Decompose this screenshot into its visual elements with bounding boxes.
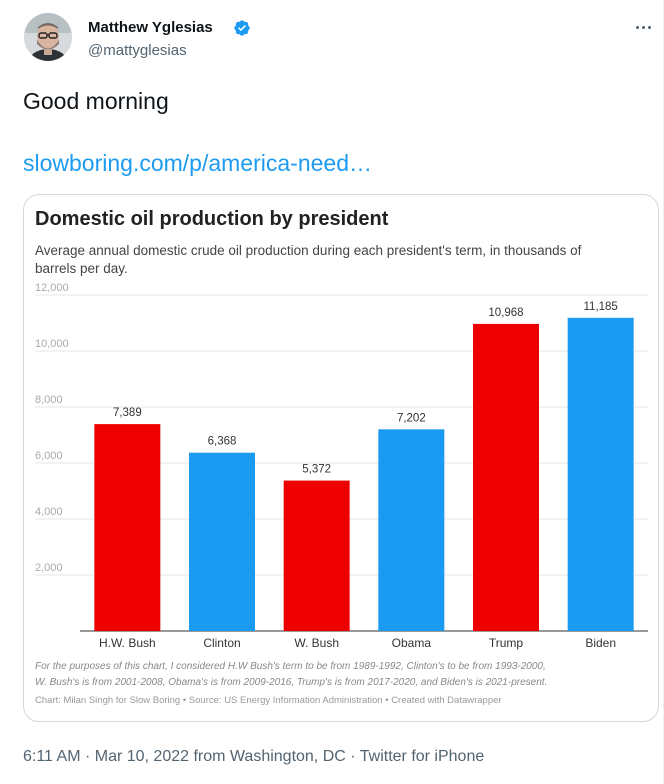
author-name[interactable]: Matthew Yglesias [88,19,213,36]
tweet-text: Good morning [23,88,169,114]
y-tick-label: 2,000 [35,562,63,574]
tweet-source[interactable]: Twitter for iPhone [359,748,485,765]
more-horizontal-icon[interactable] [632,16,654,38]
author-handle[interactable]: @mattyglesias [88,42,187,59]
y-tick-label: 8,000 [35,394,63,406]
chart-subtitle-line-2: barrels per day. [35,261,128,276]
y-tick-label: 6,000 [35,450,63,462]
bar-value-label: 7,389 [113,407,142,419]
chart-note-line-1: For the purposes of this chart, I consid… [35,661,546,672]
bar [189,452,255,631]
tweet-date-location[interactable]: Mar 10, 2022 from Washington, DC [94,748,346,765]
x-category-label: Obama [392,636,432,650]
bar [567,317,634,631]
bar [283,480,350,631]
bar-value-label: 6,368 [208,436,237,448]
x-category-label: Trump [489,636,524,650]
bar [94,424,161,631]
avatar[interactable] [24,13,72,61]
separator: · [345,748,360,765]
tweet-time[interactable]: 6:11 AM [23,748,81,765]
chart-subtitle-line-1: Average annual domestic crude oil produc… [35,243,582,258]
bar-value-label: 7,202 [397,412,426,424]
x-category-label: Biden [585,636,616,650]
tweet-timestamp-row: 6:11 AM · Mar 10, 2022 from Washington, … [23,748,484,766]
y-tick-label: 12,000 [35,282,69,294]
x-category-label: Clinton [203,636,240,650]
y-tick-label: 10,000 [35,338,69,350]
bar-value-label: 10,968 [488,307,523,319]
bar-value-label: 5,372 [302,464,331,476]
bar-chart: Domestic oil production by president Ave… [35,208,648,706]
chart-plot-area: 2,000 4,000 6,000 8,000 10,000 12,000 7,389 H.W… [35,282,648,650]
chart-credit: Chart: Milan Singh for Slow Boring • Sou… [35,695,502,706]
x-category-label: W. Bush [294,636,339,650]
bar [378,429,445,631]
bar-value-label: 11,185 [584,301,618,313]
x-category-label: H.W. Bush [99,636,156,650]
bar [473,323,539,631]
chart-note-line-2: W. Bush's is from 2001-2008, Obama's is … [35,677,547,688]
tweet-link[interactable]: slowboring.com/p/america-need… [23,150,372,176]
verified-badge-icon [234,20,250,36]
separator: · [80,748,95,765]
y-tick-label: 4,000 [35,506,63,518]
avatar-photo [24,13,72,61]
chart-title: Domestic oil production by president [35,208,389,230]
chart-image-card[interactable]: Domestic oil production by president Ave… [23,194,659,722]
